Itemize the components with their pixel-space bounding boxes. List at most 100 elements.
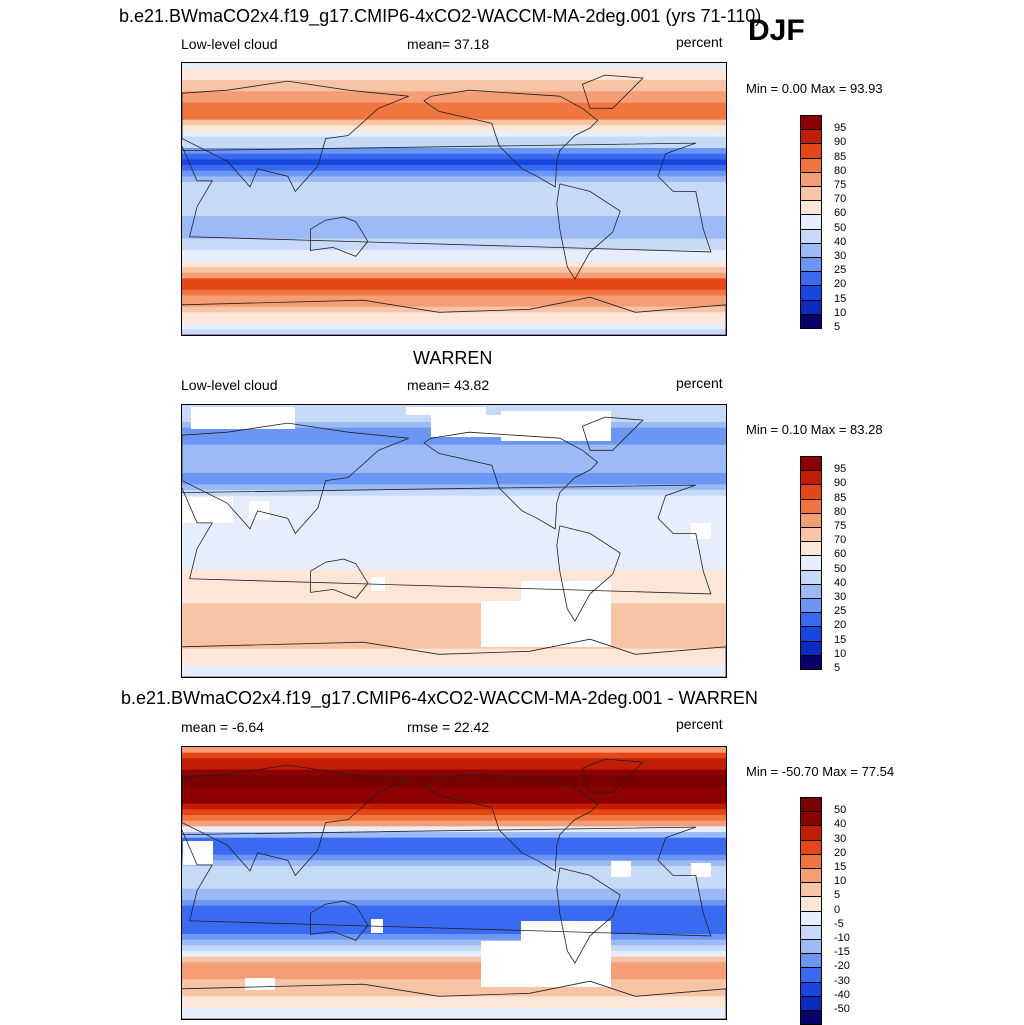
lat-band [182, 329, 726, 335]
lat-band [182, 648, 726, 655]
panel-3-rmse-label: rmse = 22.42 [407, 719, 490, 735]
colorbar-swatch [800, 200, 822, 216]
lat-band [182, 85, 726, 92]
lat-band [182, 979, 726, 986]
panel-2-map [181, 404, 727, 678]
colorbar-swatch [800, 882, 822, 898]
missing-data-region [487, 619, 517, 639]
colorbar-tick-label: 70 [834, 193, 847, 206]
missing-data-region [521, 581, 611, 611]
lat-band [182, 552, 726, 559]
colorbar-swatch [800, 115, 822, 131]
lat-band [182, 660, 726, 667]
colorbar-swatch [800, 498, 822, 514]
lat-band [182, 473, 726, 480]
colorbar-swatch [800, 654, 822, 670]
colorbar-swatch [800, 797, 822, 813]
map-svg [182, 747, 726, 1019]
lat-band [182, 592, 726, 599]
lat-band [182, 758, 726, 765]
lat-band [182, 91, 726, 98]
colorbar-tick-label: 60 [834, 548, 847, 561]
colorbar-tick-label: 80 [834, 505, 847, 518]
lat-band [182, 832, 726, 839]
colorbar-swatch [800, 910, 822, 926]
colorbar-tick-label: 5 [834, 662, 841, 674]
colorbar-tick-label: 20 [834, 846, 847, 859]
panel-1-variable-label: Low-level cloud [181, 36, 278, 52]
lat-band [182, 928, 726, 935]
colorbar-tick-label: 60 [834, 207, 847, 220]
lat-band [182, 490, 726, 497]
lat-band [182, 911, 726, 918]
lat-band [182, 985, 726, 992]
lat-band [182, 323, 726, 330]
lat-band [182, 210, 726, 217]
lat-band [182, 603, 726, 610]
lat-band [182, 951, 726, 958]
lat-band [182, 507, 726, 514]
panel-3-units-label: percent [676, 716, 723, 732]
lat-band [182, 125, 726, 132]
lat-band [182, 569, 726, 576]
lat-band [182, 990, 726, 997]
lat-band [182, 63, 726, 70]
panel-3-map [181, 746, 727, 1020]
panel-1-title: b.e21.BWmaCO2x4.f19_g17.CMIP6-4xCO2-WACC… [119, 6, 762, 26]
lat-band [182, 671, 726, 677]
colorbar-tick-label: -20 [834, 960, 850, 973]
lat-band [182, 945, 726, 952]
lat-band [182, 244, 726, 251]
lat-band [182, 199, 726, 206]
colorbar-tick-label: 25 [834, 264, 847, 277]
colorbar-tick-label: 50 [834, 221, 847, 234]
lat-band [182, 97, 726, 104]
colorbar-tick-label: 85 [834, 150, 847, 163]
lat-band [182, 849, 726, 856]
lat-band [182, 546, 726, 553]
colorbar-swatch [800, 242, 822, 258]
lat-band [182, 860, 726, 867]
lat-band [182, 620, 726, 627]
colorbar-swatch [800, 626, 822, 642]
lat-band [182, 295, 726, 302]
lat-band [182, 74, 726, 81]
colorbar-swatch [800, 924, 822, 940]
lat-band [182, 484, 726, 491]
colorbar-tick-label: 15 [834, 633, 847, 646]
colorbar-tick-label: 15 [834, 292, 847, 305]
colorbar-tick-label: 40 [834, 818, 847, 831]
lat-band [182, 769, 726, 776]
panel-1-minmax: Min = 0.00 Max = 93.93 [746, 81, 883, 96]
lat-band [182, 272, 726, 279]
lat-band [182, 439, 726, 446]
lat-band [182, 80, 726, 87]
lat-band [182, 643, 726, 650]
lat-band [182, 894, 726, 901]
colorbar-tick-label: 50 [834, 562, 847, 575]
coastline [182, 826, 712, 937]
colorbar-swatch [800, 129, 822, 145]
lat-band [182, 820, 726, 827]
lat-band [182, 809, 726, 816]
coastline [309, 216, 369, 257]
colorbar-swatch [800, 186, 822, 202]
lat-band [182, 119, 726, 126]
panel-3-mean-label: mean = -6.64 [181, 719, 264, 735]
colorbar-tick-label: 95 [834, 463, 847, 476]
lat-band [182, 792, 726, 799]
colorbar-tick-label: 70 [834, 534, 847, 547]
lat-band [182, 575, 726, 582]
coastline [182, 980, 726, 1019]
colorbar-tick-label: 95 [834, 122, 847, 135]
panel-2-minmax: Min = 0.10 Max = 83.28 [746, 422, 883, 437]
lat-band [182, 187, 726, 194]
missing-data-region [501, 411, 611, 441]
colorbar-swatch [800, 967, 822, 983]
lat-band [182, 467, 726, 474]
lat-band [182, 558, 726, 565]
colorbar-swatch [800, 953, 822, 969]
lat-band [182, 444, 726, 451]
colorbar-tick-label: 10 [834, 647, 847, 660]
lat-band [182, 883, 726, 890]
